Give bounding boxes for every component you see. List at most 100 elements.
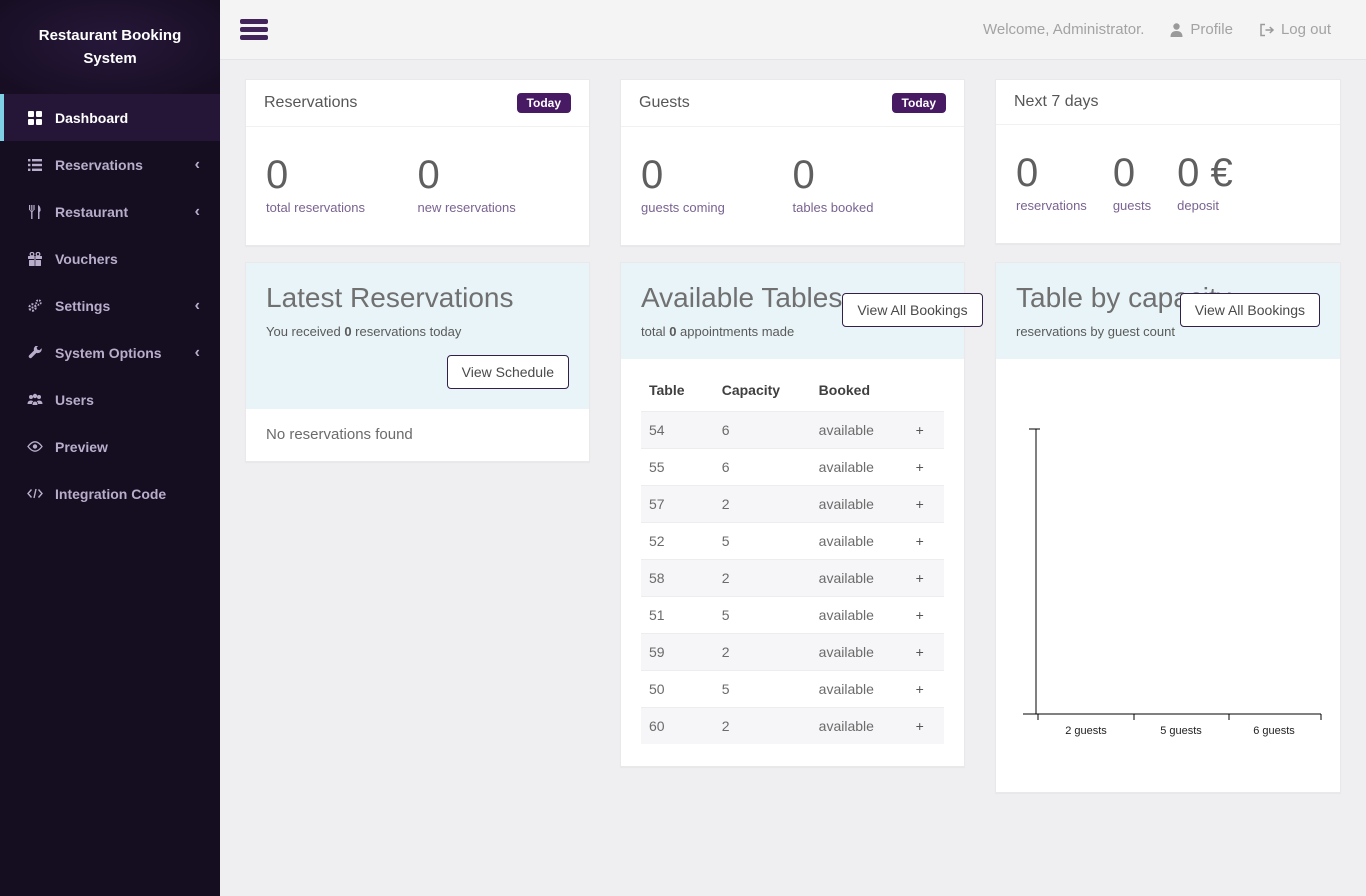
table-number-cell: 55 (641, 447, 714, 486)
eye-icon (26, 439, 43, 454)
sidebar-item-label: Settings (55, 297, 111, 314)
add-booking-button[interactable]: + (907, 706, 944, 744)
available-tables-table: Table Capacity Booked 54 6 available +55 6 av… (641, 369, 944, 744)
view-schedule-button[interactable]: View Schedule (446, 354, 569, 389)
chevron-left-icon (195, 298, 200, 314)
gears-icon (26, 298, 43, 313)
today-badge: Today (516, 93, 571, 113)
booked-status-cell: available (810, 558, 908, 597)
panel-title: Table by capacity (1016, 282, 1231, 313)
add-booking-button[interactable]: + (907, 410, 944, 449)
table-row: 57 2 available + (641, 484, 944, 523)
capacity-cell: 2 (713, 558, 811, 597)
profile-link[interactable]: Profile (1170, 21, 1233, 38)
sidebar-item-label: Integration Code (55, 485, 167, 502)
next7days-card: Next 7 days 0 reservations 0 guests 0 € … (995, 79, 1341, 244)
table-row: 59 2 available + (641, 632, 944, 671)
table-number-cell: 59 (641, 632, 714, 671)
user-icon (1170, 22, 1183, 37)
sidebar-nav: Dashboard Reservations Restaurant Vouche… (0, 94, 220, 517)
stat-tables-booked: 0 tables booked (792, 153, 874, 215)
sidebar-item-vouchers[interactable]: Vouchers (0, 235, 220, 282)
view-all-bookings-button[interactable]: View All Bookings (1179, 292, 1320, 327)
logout-icon (1259, 23, 1274, 37)
stat-deposit: 0 € deposit (1177, 151, 1233, 213)
table-row: 54 6 available + (641, 410, 944, 449)
chevron-left-icon (195, 204, 200, 220)
dashboard-icon (26, 110, 43, 125)
stat-total-reservations: 0 total reservations (266, 153, 365, 215)
view-all-bookings-button[interactable]: View All Bookings (842, 292, 983, 327)
sidebar-item-restaurant[interactable]: Restaurant (0, 188, 220, 235)
add-booking-button[interactable]: + (907, 595, 944, 634)
stat-guests-coming: 0 guests coming (641, 153, 725, 215)
panel-title: Latest Reservations (266, 282, 514, 313)
booked-status-cell: available (810, 706, 908, 744)
code-icon (26, 486, 43, 501)
today-badge: Today (891, 93, 946, 113)
column-header-table: Table (649, 381, 685, 398)
booked-status-cell: available (810, 410, 908, 449)
table-number-cell: 50 (641, 669, 714, 708)
table-row: 55 6 available + (641, 447, 944, 486)
x-tick-label: 2 guests (1065, 725, 1107, 737)
column-header-booked: Booked (818, 381, 871, 398)
add-booking-button[interactable]: + (907, 558, 944, 597)
logout-link[interactable]: Log out (1259, 21, 1331, 38)
sidebar-item-settings[interactable]: Settings (0, 282, 220, 329)
table-number-cell: 52 (641, 521, 714, 560)
sidebar-item-label: Dashboard (55, 109, 129, 126)
chevron-left-icon (195, 157, 200, 173)
capacity-cell: 5 (713, 669, 811, 708)
table-row: 51 5 available + (641, 595, 944, 634)
x-tick-label: 6 guests (1253, 725, 1295, 737)
reservations-card: Reservations Today 0 total reservations … (245, 79, 590, 246)
sidebar-item-preview[interactable]: Preview (0, 423, 220, 470)
add-booking-button[interactable]: + (907, 447, 944, 486)
table-row: 58 2 available + (641, 558, 944, 597)
booked-status-cell: available (810, 632, 908, 671)
sidebar-item-users[interactable]: Users (0, 376, 220, 423)
table-row: 52 5 available + (641, 521, 944, 560)
panel-subtitle: total 0 appointments made (641, 323, 795, 339)
app-logo: Restaurant Booking System (0, 0, 220, 94)
sidebar-item-dashboard[interactable]: Dashboard (0, 94, 220, 141)
sidebar-item-system-options[interactable]: System Options (0, 329, 220, 376)
dashboard-content: Reservations Today 0 total reservations … (220, 60, 1366, 896)
capacity-cell: 2 (713, 632, 811, 671)
sidebar-item-integration-code[interactable]: Integration Code (0, 470, 220, 517)
card-title: Reservations (264, 94, 358, 111)
panel-subtitle: You received 0 reservations today (266, 323, 462, 339)
stat-guests: 0 guests (1112, 151, 1152, 213)
table-row: 60 2 available + (641, 706, 944, 744)
add-booking-button[interactable]: + (907, 521, 944, 560)
sidebar-item-label: System Options (55, 344, 162, 361)
list-icon (26, 157, 43, 172)
table-row: 50 5 available + (641, 669, 944, 708)
add-booking-button[interactable]: + (907, 484, 944, 523)
menu-toggle-button[interactable] (240, 16, 268, 43)
add-booking-button[interactable]: + (907, 632, 944, 671)
topbar: Welcome, Administrator. Profile Log out (220, 0, 1366, 60)
capacity-cell: 2 (713, 706, 811, 744)
guests-card: Guests Today 0 guests coming 0 tables bo… (620, 79, 965, 246)
no-reservations-message: No reservations found (266, 425, 413, 443)
card-title: Next 7 days (1014, 93, 1099, 110)
capacity-cell: 2 (713, 484, 811, 523)
users-icon (26, 392, 43, 407)
stat-new-reservations: 0 new reservations (417, 153, 516, 215)
table-number-cell: 57 (641, 484, 714, 523)
cutlery-icon (26, 204, 43, 219)
column-header-actions (908, 369, 944, 412)
sidebar-item-label: Preview (55, 438, 108, 455)
sidebar: Restaurant Booking System Dashboard Rese… (0, 0, 220, 896)
x-tick-label: 5 guests (1160, 725, 1202, 737)
table-number-cell: 51 (641, 595, 714, 634)
booked-status-cell: available (810, 447, 908, 486)
available-tables-body: 54 6 available +55 6 available +57 2 available +5… (641, 410, 944, 744)
add-booking-button[interactable]: + (907, 669, 944, 708)
sidebar-item-reservations[interactable]: Reservations (0, 141, 220, 188)
table-number-cell: 58 (641, 558, 714, 597)
capacity-cell: 6 (713, 447, 811, 486)
capacity-cell: 5 (713, 521, 811, 560)
